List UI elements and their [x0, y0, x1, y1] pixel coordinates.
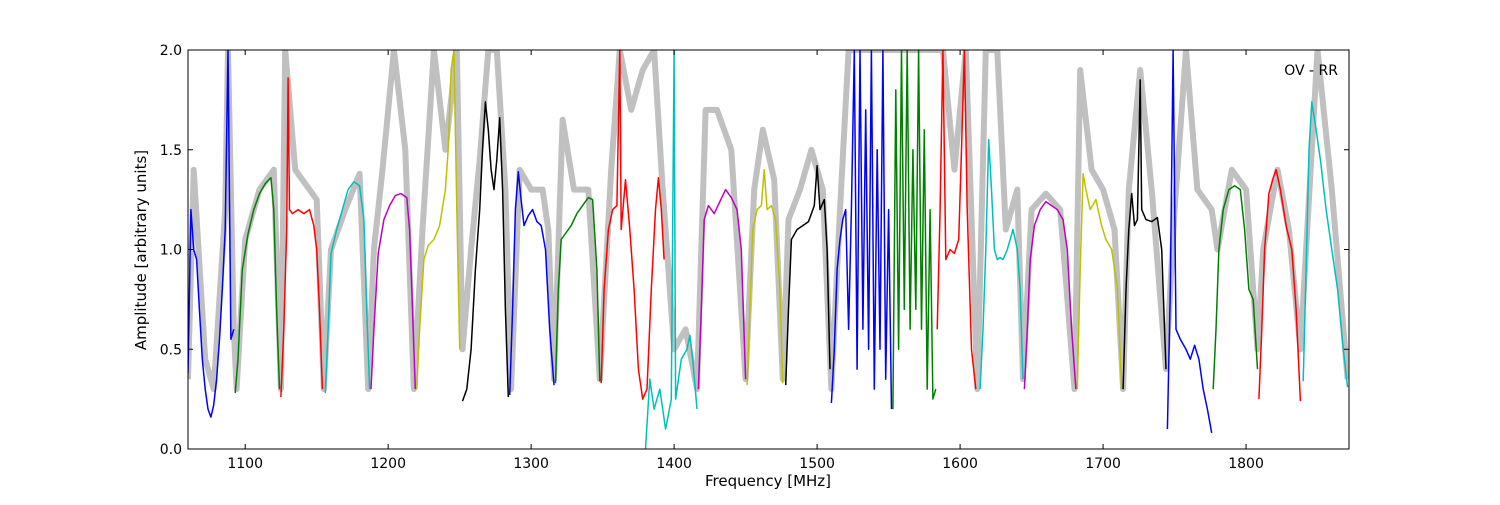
y-axis-label: Amplitude [arbitrary units] [132, 150, 150, 350]
series-line-21 [1122, 79, 1167, 390]
series-line-15 [830, 50, 893, 410]
x-tick-label: 1700 [1085, 456, 1121, 472]
x-tick-label: 1400 [656, 456, 692, 472]
x-tick-label: 1500 [799, 456, 835, 472]
y-tick-label: 1.0 [160, 243, 182, 259]
series-line-12 [697, 188, 747, 390]
series-line-11 [644, 50, 698, 449]
series-line-20 [1076, 172, 1123, 390]
x-axis-label: Frequency [MHz] [705, 472, 831, 490]
series-line-4 [324, 180, 371, 394]
y-tick-label: 0.0 [160, 442, 182, 458]
series-line-25 [1302, 101, 1349, 388]
series-line-10 [600, 50, 665, 400]
chart-annotation: OV - RR [1284, 63, 1338, 79]
x-tick-label: 1800 [1228, 456, 1264, 472]
series-line-24 [1258, 168, 1302, 402]
series-line-5 [370, 192, 417, 390]
series-line-2 [234, 176, 281, 394]
x-axis: 1100 1200 1300 1400 1500 1600 1700 1800 [227, 50, 1264, 472]
x-tick-label: 1300 [513, 456, 549, 472]
y-tick-label: 0.5 [160, 342, 182, 358]
series-line-3 [280, 77, 324, 398]
series-line-13 [746, 168, 784, 386]
series-line-14 [784, 164, 831, 386]
series-line-19 [1023, 200, 1077, 390]
x-tick-label: 1600 [942, 456, 978, 472]
y-axis: 0.0 0.5 1.0 1.5 2.0 [160, 43, 1349, 458]
plot-area [188, 50, 1349, 449]
series-line-17 [936, 50, 977, 390]
series-line-6 [416, 50, 461, 390]
x-tick-label: 1200 [370, 456, 406, 472]
series-line-9 [554, 196, 601, 384]
series-line-8 [508, 170, 555, 396]
y-tick-label: 2.0 [160, 43, 182, 59]
x-tick-label: 1100 [227, 456, 263, 472]
series-line-23 [1212, 184, 1259, 390]
gray-envelope-line [188, 50, 1349, 393]
series-line-7 [461, 101, 510, 402]
series-line-18 [979, 139, 1024, 390]
series-line-22 [1166, 50, 1213, 434]
y-tick-label: 1.5 [160, 143, 182, 159]
series-line-16 [892, 50, 937, 410]
series-line-1 [188, 50, 235, 418]
